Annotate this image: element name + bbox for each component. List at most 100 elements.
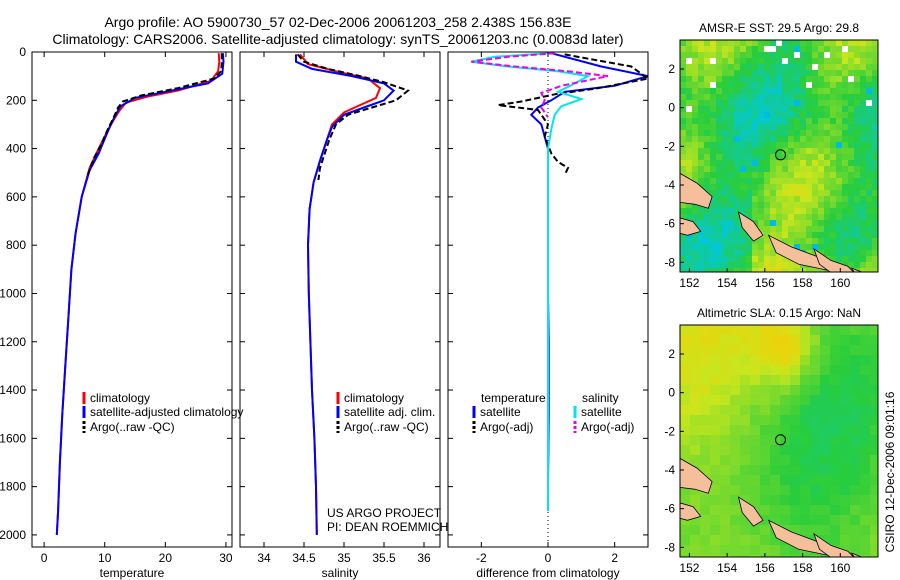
map-cell — [698, 130, 705, 137]
map-cell — [848, 142, 855, 149]
map-cell — [710, 88, 717, 95]
map-cell — [842, 238, 849, 245]
map-cell — [848, 256, 855, 263]
map-cell — [700, 385, 711, 396]
map-cell — [810, 355, 821, 366]
map-cell — [830, 345, 841, 356]
map-cell — [872, 100, 878, 107]
series-line-1 — [497, 53, 648, 176]
map-cell — [818, 232, 825, 239]
map-cell — [730, 425, 741, 436]
map-cell — [686, 52, 693, 59]
map-cell — [840, 405, 851, 416]
map-cell — [848, 118, 855, 125]
map-cell — [698, 76, 705, 83]
map-cell — [720, 415, 731, 426]
map-cell — [710, 64, 717, 71]
map-cell — [780, 325, 791, 336]
map-cell — [740, 525, 751, 536]
map-cell — [794, 172, 801, 179]
map-cell — [836, 106, 843, 113]
map-cell — [760, 375, 771, 386]
map-cell — [872, 226, 878, 233]
map-cell — [752, 76, 759, 83]
map-cell — [746, 238, 753, 245]
map-cell — [842, 94, 849, 101]
map-cell — [740, 555, 751, 557]
map-cell — [730, 535, 741, 546]
series-group — [471, 52, 648, 511]
map-cell — [730, 485, 741, 496]
map-cell — [698, 118, 705, 125]
map-cell — [692, 202, 699, 209]
map-y-tick-label: -4 — [664, 463, 675, 477]
map-cell — [716, 136, 723, 143]
map-cell — [872, 124, 878, 131]
map-cell — [722, 142, 729, 149]
x-tick-label: 35.5 — [372, 551, 396, 565]
map-cell — [716, 58, 723, 65]
map-cell — [698, 148, 705, 155]
map-cell — [698, 232, 705, 239]
map-cell — [752, 94, 759, 101]
map-cell — [710, 202, 717, 209]
map-cell — [800, 268, 807, 272]
map-cell — [848, 88, 855, 95]
map-cell — [806, 112, 813, 119]
map-cell — [836, 160, 843, 167]
map-cell — [680, 64, 687, 71]
map-cell — [782, 238, 789, 245]
map-cell — [800, 226, 807, 233]
map-cell — [720, 375, 731, 386]
map-cell — [830, 365, 841, 376]
map-cell — [820, 465, 831, 476]
map-cell — [788, 232, 795, 239]
map-cell — [794, 136, 801, 143]
map-cell — [710, 385, 721, 396]
map-cell — [692, 244, 699, 251]
map-cell — [716, 106, 723, 113]
map-cell — [730, 465, 741, 476]
map-cell — [836, 190, 843, 197]
map-cell — [842, 154, 849, 161]
map-cell — [710, 535, 721, 546]
map-cell — [734, 142, 741, 149]
map-cell — [830, 445, 841, 456]
map-cell — [720, 395, 731, 406]
map-cell — [764, 208, 771, 215]
map-cell — [800, 58, 807, 65]
map-cell — [830, 220, 837, 227]
map-cell — [866, 70, 873, 77]
map-cell — [850, 505, 861, 516]
map-cell — [780, 425, 791, 436]
map-cell — [818, 40, 825, 47]
map-cell — [860, 118, 867, 125]
map-cell — [770, 130, 777, 137]
map-cell — [870, 525, 878, 536]
map-cell — [686, 148, 693, 155]
map-cell — [740, 545, 751, 556]
map-cell — [764, 160, 771, 167]
map-cell — [842, 196, 849, 203]
map-cell — [740, 375, 751, 386]
map-cell — [710, 375, 721, 386]
map-cell — [700, 545, 711, 556]
map-cell — [836, 202, 843, 209]
map-cell — [824, 166, 831, 173]
map-cell — [818, 82, 825, 89]
map-cell — [716, 70, 723, 77]
map-cell — [860, 445, 871, 456]
map-cell — [692, 130, 699, 137]
map-cell — [820, 445, 831, 456]
map-cell — [740, 335, 751, 346]
map-cell — [812, 148, 819, 155]
missing-data-cell — [776, 40, 782, 46]
map-cell — [722, 238, 729, 245]
map-cell — [782, 100, 789, 107]
map-cell — [780, 355, 791, 366]
map-cell — [870, 445, 878, 456]
map-cell — [730, 415, 741, 426]
map-cell — [734, 82, 741, 89]
map-cell — [686, 70, 693, 77]
